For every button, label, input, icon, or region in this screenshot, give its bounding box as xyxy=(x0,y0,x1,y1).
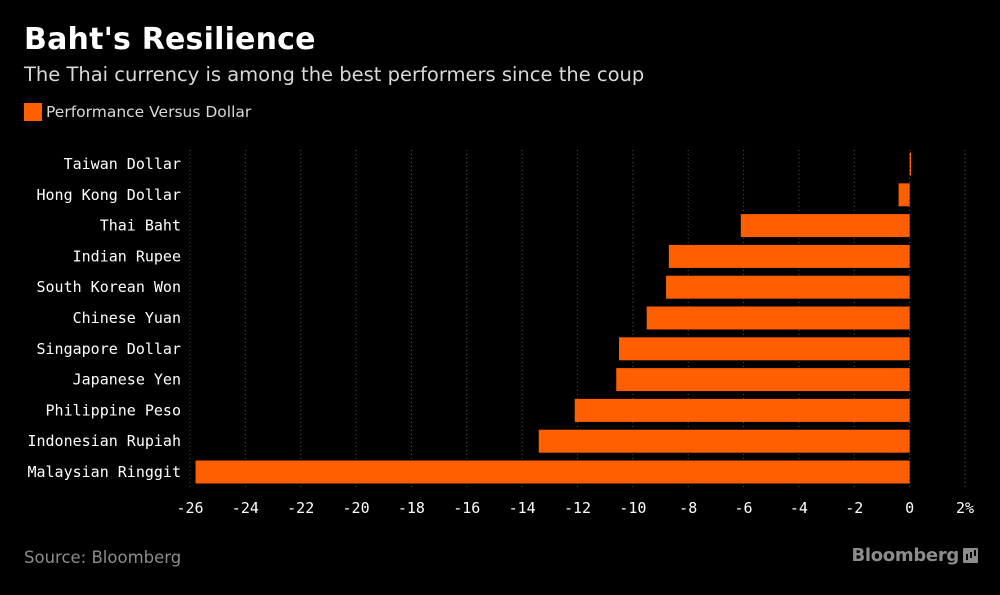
bar xyxy=(740,214,910,238)
x-tick-label: 2% xyxy=(956,499,974,517)
category-label: Indian Rupee xyxy=(73,247,181,265)
category-label: Singapore Dollar xyxy=(37,340,182,358)
category-label: Taiwan Dollar xyxy=(64,155,181,173)
category-label: Philippine Peso xyxy=(46,401,181,419)
legend-swatch xyxy=(24,103,42,121)
brand-name: Bloomberg xyxy=(851,545,959,566)
bar xyxy=(646,306,910,330)
bar-chart-icon xyxy=(963,548,978,563)
chart-title: Baht's Resilience xyxy=(24,22,316,57)
bar xyxy=(666,275,910,299)
legend: Performance Versus Dollar xyxy=(24,103,251,121)
x-tick-label: -6 xyxy=(735,499,753,517)
bar xyxy=(619,337,910,361)
x-tick-label: -22 xyxy=(287,499,314,517)
brand-logo: Bloomberg xyxy=(851,545,978,566)
x-tick-label: -8 xyxy=(679,499,697,517)
chart-subtitle: The Thai currency is among the best perf… xyxy=(24,63,645,86)
bar xyxy=(195,460,910,484)
category-label: South Korean Won xyxy=(37,278,182,296)
x-tick-label: -26 xyxy=(176,499,203,517)
category-label: Japanese Yen xyxy=(73,371,181,389)
category-label: Thai Baht xyxy=(100,217,181,235)
x-tick-label: -4 xyxy=(790,499,808,517)
category-label: Indonesian Rupiah xyxy=(27,432,181,450)
legend-label: Performance Versus Dollar xyxy=(46,103,252,121)
category-label: Malaysian Ringgit xyxy=(27,463,181,481)
bar xyxy=(616,368,910,392)
x-tick-label: 0 xyxy=(905,499,914,517)
x-tick-label: -14 xyxy=(509,499,536,517)
x-tick-label: -20 xyxy=(343,499,370,517)
bar xyxy=(538,429,910,453)
bar xyxy=(898,183,910,207)
x-tick-label: -16 xyxy=(453,499,480,517)
x-tick-label: -2 xyxy=(845,499,863,517)
x-tick-label: -24 xyxy=(232,499,259,517)
bar xyxy=(909,152,912,176)
x-tick-label: -12 xyxy=(564,499,591,517)
x-tick-label: -10 xyxy=(619,499,646,517)
category-label: Chinese Yuan xyxy=(73,309,181,327)
category-label: Hong Kong Dollar xyxy=(37,186,182,204)
bar xyxy=(668,244,910,268)
bar xyxy=(574,398,910,422)
source-note: Source: Bloomberg xyxy=(24,548,182,567)
x-tick-label: -18 xyxy=(398,499,425,517)
